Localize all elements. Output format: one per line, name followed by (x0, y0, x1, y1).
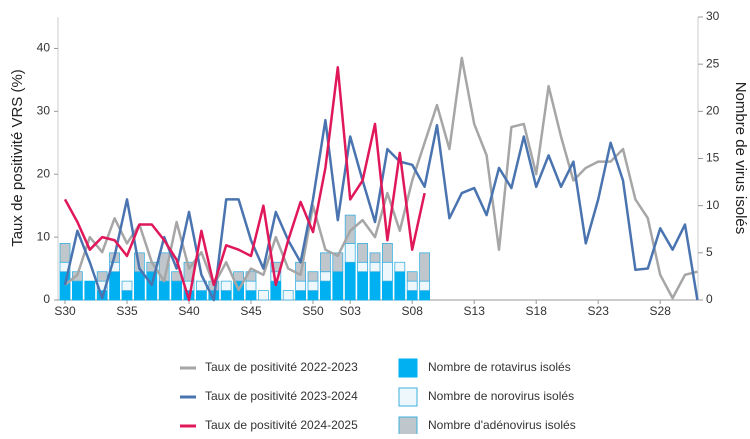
bar-segment (257, 290, 269, 301)
bar-segment (394, 271, 406, 301)
x-tick-label: S13 (464, 304, 486, 318)
bar-segment (319, 280, 331, 301)
y-tick-label: 40 (37, 41, 51, 55)
bar-segment (406, 271, 418, 282)
y-tick-label: 20 (37, 166, 51, 180)
bar-segment (121, 290, 133, 301)
x-tick-label: S08 (402, 304, 424, 318)
x-tick-label: S50 (302, 304, 324, 318)
bar-segment (59, 242, 71, 263)
y-tick-label: 10 (37, 229, 51, 243)
bar-segment (307, 290, 319, 301)
bar-segment (59, 271, 71, 301)
bar-segment (419, 290, 431, 301)
bar-segment (394, 261, 406, 273)
bar-segment (220, 290, 232, 301)
bar-segment (245, 290, 257, 301)
bar-segment (171, 280, 183, 301)
bar-segment (406, 280, 418, 291)
legend-label: Taux de positivité 2024-2025 (205, 418, 358, 432)
bar-segment (357, 242, 369, 263)
bar-segment (295, 290, 307, 301)
y2-tick-label: 30 (706, 9, 720, 23)
bar-segment (319, 252, 331, 273)
bar-segment (96, 271, 108, 282)
y2-axis-title: Nombre de virus isolés (732, 82, 749, 235)
legend-label: Taux de positivité 2023-2024 (205, 389, 358, 403)
bar-segment (344, 242, 356, 263)
bar-segment (419, 280, 431, 291)
y2-tick-label: 10 (706, 198, 720, 212)
legend-label: Nombre de rotavirus isolés (428, 360, 571, 374)
bar-segment (245, 280, 257, 291)
bar-segment (195, 290, 207, 301)
legend-swatch (398, 387, 418, 407)
bar-segment (357, 261, 369, 273)
bar-segment (369, 261, 381, 273)
y-tick-label: 0 (43, 292, 50, 306)
bar-segment (72, 280, 83, 301)
bar-segment (381, 261, 393, 282)
bar-segment (307, 280, 319, 291)
bar-segment (319, 271, 331, 282)
x-tick-label: S30 (54, 304, 76, 318)
bar-segment (369, 271, 381, 301)
bar-segment (332, 252, 344, 273)
bar-segment (332, 271, 344, 301)
x-tick-label: S03 (340, 304, 362, 318)
y2-tick-label: 15 (706, 151, 720, 165)
x-tick-label: S28 (650, 304, 672, 318)
y2-tick-label: 20 (706, 104, 720, 118)
bar-segment (307, 271, 319, 282)
bar-segment (381, 242, 393, 263)
x-tick-label: S35 (116, 304, 138, 318)
x-tick-label: S40 (178, 304, 200, 318)
bar-segment (357, 271, 369, 301)
bar-segment (282, 290, 294, 301)
legend-label: Taux de positivité 2022-2023 (205, 360, 358, 374)
x-tick-label: S18 (526, 304, 548, 318)
y2-tick-label: 0 (706, 292, 713, 306)
bar-segment (419, 252, 431, 282)
x-tick-label: S23 (588, 304, 610, 318)
y2-tick-label: 25 (706, 56, 720, 70)
line-series (63, 66, 426, 302)
x-tick-label: S45 (240, 304, 262, 318)
y2-tick-label: 5 (706, 245, 713, 259)
y-axis-title: Taux de positivité VRS (%) (9, 69, 26, 247)
bar-segment (121, 280, 133, 291)
bar-segment (344, 261, 356, 301)
legend-swatch (398, 358, 418, 378)
bar-segment (133, 271, 145, 301)
bar-segment (220, 280, 232, 291)
y-tick-label: 30 (37, 104, 51, 118)
legend-label: Nombre de norovirus isolés (428, 389, 574, 403)
bar-segment (406, 290, 418, 301)
bar-segment (84, 280, 96, 301)
bar-segment (381, 280, 393, 301)
bar-segment (295, 280, 307, 291)
legend-label: Nombre d'adénovirus isolés (428, 418, 576, 432)
bar-segment (369, 252, 381, 263)
legend-swatch (398, 416, 418, 436)
bar-segment (109, 271, 120, 301)
bar-segment (158, 280, 170, 301)
